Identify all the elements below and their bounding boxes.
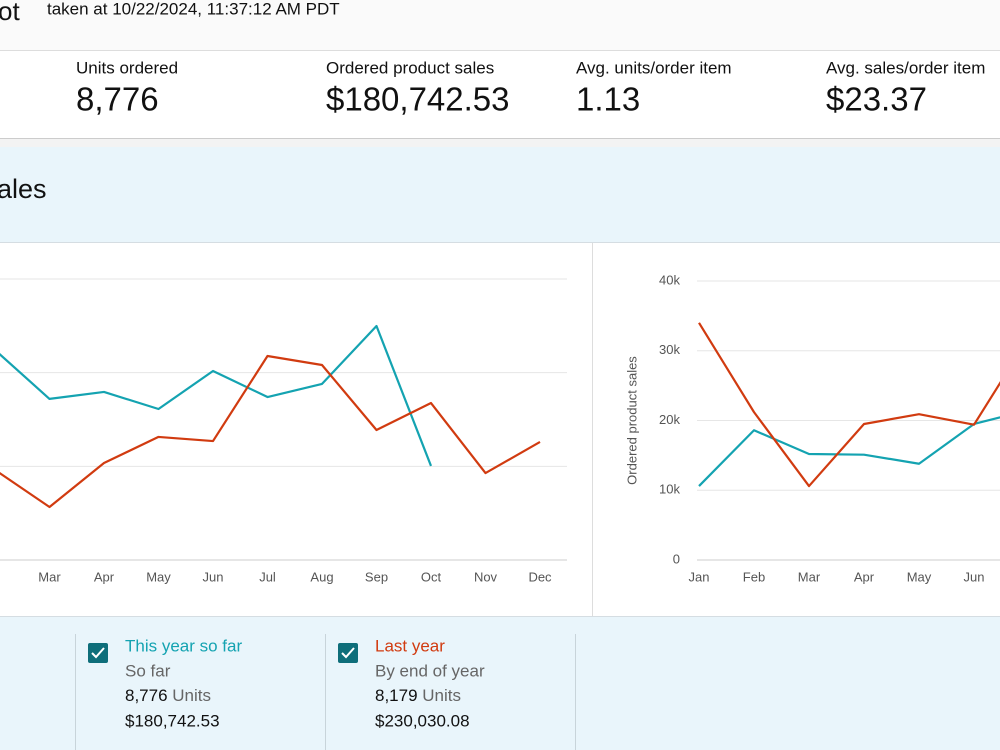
series-line [698, 322, 1000, 488]
legend-subtitle: So far [125, 661, 171, 680]
y-tick-label: 30k [659, 342, 680, 357]
legend-units-value: 8,776 [125, 686, 168, 705]
section-title: ales [0, 174, 47, 204]
metrics-bar [0, 51, 1000, 138]
x-tick-label: Feb [743, 569, 765, 584]
legend-units-value: 8,179 [375, 686, 418, 705]
metric-value: 1.13 [576, 81, 640, 118]
x-tick-label: Mar [798, 569, 821, 584]
x-tick-label: Apr [854, 569, 875, 584]
x-tick-label: Apr [94, 569, 115, 584]
legend-item[interactable]: This year so far So far 8,776 Units $180… [88, 636, 242, 730]
y-axis-label: Ordered product sales [624, 356, 639, 485]
section-banner [0, 147, 1000, 242]
metric-value: $23.37 [826, 81, 927, 118]
series-line [0, 324, 433, 467]
legend-units-label: Units [172, 686, 211, 705]
legend-sales: $180,742.53 [125, 711, 220, 730]
spacer [0, 139, 1000, 147]
x-tick-label: Oct [421, 569, 442, 584]
metric-label: Avg. sales/order item [826, 58, 985, 77]
legend-title: This year so far [125, 636, 242, 655]
metric-label: Units ordered [76, 58, 178, 77]
legend-units: 8,776 Units [125, 686, 211, 705]
legend-panel [0, 616, 1000, 750]
metric-label: Avg. units/order item [576, 58, 732, 77]
page-title: ot [0, 0, 20, 26]
chart-panel [0, 243, 1000, 616]
y-tick-label: 10k [659, 482, 680, 497]
legend-title: Last year [375, 636, 445, 655]
legend-subtitle: By end of year [375, 661, 485, 680]
y-tick-label: 20k [659, 412, 680, 427]
y-tick-label: 40k [659, 272, 680, 287]
legend-units: 8,179 Units [375, 686, 461, 705]
x-tick-label: Sep [365, 569, 388, 584]
x-tick-label: Nov [474, 569, 498, 584]
x-tick-label: Jun [203, 569, 224, 584]
legend-units-label: Units [422, 686, 461, 705]
header-bar [0, 0, 1000, 50]
series-line [0, 354, 541, 509]
x-tick-label: Jan [689, 569, 710, 584]
legend-item[interactable]: Last year By end of year 8,179 Units $23… [338, 636, 485, 730]
legend-sales: $230,030.08 [375, 711, 470, 730]
metric-value: $180,742.53 [326, 81, 510, 118]
x-tick-label: Mar [38, 569, 61, 584]
metric-label: Ordered product sales [326, 58, 494, 77]
y-tick-label: 0 [673, 551, 680, 566]
check-icon [341, 647, 355, 659]
x-tick-label: Aug [310, 569, 333, 584]
checkbox[interactable] [338, 643, 358, 663]
check-icon [91, 647, 105, 659]
x-tick-label: Jul [259, 569, 276, 584]
timestamp: taken at 10/22/2024, 11:37:12 AM PDT [47, 0, 340, 18]
x-tick-label: May [146, 569, 171, 584]
x-tick-label: Jun [964, 569, 985, 584]
metric-value: 8,776 [76, 81, 159, 118]
x-tick-label: May [907, 569, 932, 584]
charts: bMarAprMayJunJulAugSepOctNovDec010k20k30… [0, 272, 1000, 584]
x-tick-label: Dec [528, 569, 552, 584]
checkbox[interactable] [88, 643, 108, 663]
